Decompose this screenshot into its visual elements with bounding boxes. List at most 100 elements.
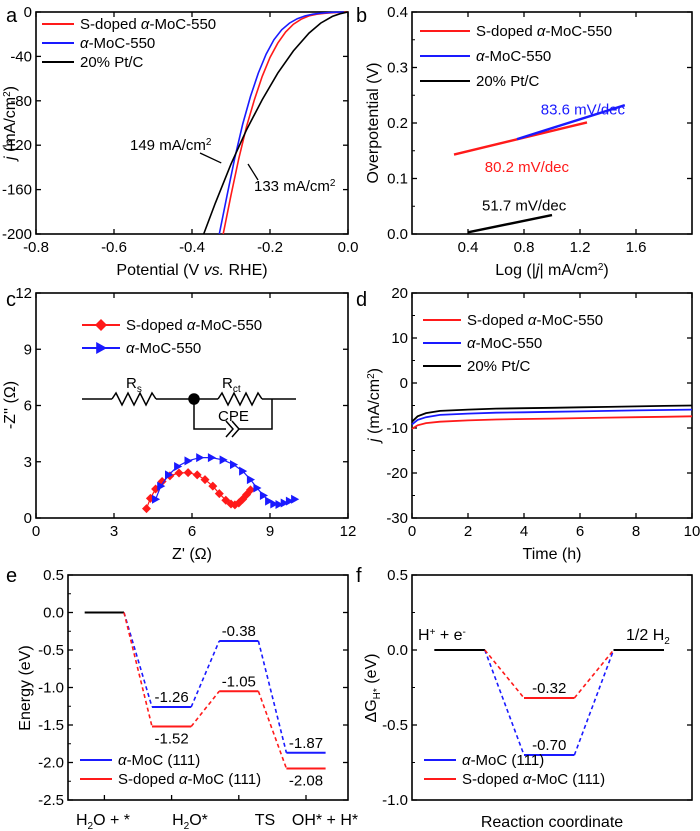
x-axis-label: Reaction coordinate bbox=[481, 814, 623, 831]
legend-label-part: α bbox=[467, 335, 476, 352]
category-label: TS bbox=[255, 812, 275, 829]
x-tick-label: 0.0 bbox=[338, 239, 359, 256]
y-tick-label: 20 bbox=[391, 285, 408, 302]
energy-connector bbox=[573, 649, 615, 756]
y-axis-label-part: j bbox=[2, 156, 19, 162]
y-tick-label: -30 bbox=[386, 510, 408, 527]
triangle-right-marker bbox=[259, 491, 268, 500]
x-axis-label-part: RHE) bbox=[224, 262, 268, 279]
y-tick-label: -80 bbox=[10, 93, 32, 110]
y-tick-label: -120 bbox=[2, 137, 32, 154]
category-label-part: TS bbox=[255, 812, 275, 829]
legend-label-part: 20% Pt/C bbox=[80, 54, 144, 71]
energy-value-label: -2.08 bbox=[289, 773, 323, 790]
legend-label-part: α bbox=[187, 317, 196, 334]
y-axis-label-part: (eV) bbox=[363, 654, 380, 689]
legend-label-part: S-doped bbox=[476, 23, 537, 40]
y-tick-label: -40 bbox=[10, 48, 32, 65]
legend-label-part: α bbox=[118, 752, 127, 769]
slope-annotation-part: 80.2 mV/dec bbox=[485, 159, 570, 176]
series-line bbox=[411, 408, 693, 426]
diamond-marker bbox=[192, 470, 202, 480]
legend-label-part: S-doped bbox=[118, 771, 179, 788]
annotation: 133 mA/cm2 bbox=[254, 178, 336, 195]
legend-label-part: α bbox=[80, 35, 89, 52]
energy-connector bbox=[190, 640, 220, 708]
x-tick-label: 2 bbox=[464, 523, 472, 540]
legend-label-part: -MoC (111) bbox=[531, 771, 605, 788]
legend-label-part: α bbox=[537, 23, 546, 40]
x-tick-label: -0.6 bbox=[101, 239, 127, 256]
x-axis-label-part: Potential (V bbox=[116, 262, 203, 279]
energy-connector bbox=[123, 612, 153, 727]
circuit-label: Rs bbox=[126, 375, 142, 395]
slope-annotation-part: 51.7 mV/dec bbox=[482, 198, 567, 215]
legend-label-part: α bbox=[462, 752, 471, 769]
chart-a: -200 -160 -120 -80 -40 0 -0.8 -0.6 -0.4 -0.2 0.0 S-… bbox=[2, 4, 358, 279]
series-line bbox=[411, 415, 693, 430]
triangle-right-marker bbox=[246, 475, 255, 485]
legend-label-part: -MoC-550 bbox=[195, 317, 262, 334]
y-tick-label: 0.0 bbox=[387, 642, 408, 659]
resistor-rct bbox=[217, 391, 263, 407]
y-axis-label: j (mA/cm2) bbox=[2, 86, 19, 162]
legend-label-part: α bbox=[141, 16, 150, 33]
y-axis-label-part: ) bbox=[2, 86, 19, 91]
x-tick-label: 10 bbox=[684, 523, 700, 540]
category-label-part: H bbox=[172, 812, 184, 829]
y-axis-label: Energy (eV) bbox=[17, 645, 34, 730]
y-tick-label: 0.4 bbox=[387, 4, 408, 21]
legend-label-part: -MoC-550 bbox=[89, 35, 156, 52]
chart-b: 0.00.10.20.30.40.4 0.8 1.2 1.6S-doped α-MoC… bbox=[365, 4, 693, 279]
legend-label-part: S-doped bbox=[80, 16, 141, 33]
y-tick-label: -160 bbox=[2, 182, 32, 199]
triangle-right-marker bbox=[253, 483, 262, 493]
x-axis-label-part: Time (h) bbox=[523, 546, 582, 563]
category-label-part: OH* + H* bbox=[292, 812, 358, 829]
panel-label: d bbox=[356, 289, 367, 311]
triangle-right-marker bbox=[275, 500, 284, 509]
y-tick-label: 0.3 bbox=[387, 60, 408, 77]
wire bbox=[239, 399, 273, 430]
legend-label: 20% Pt/C bbox=[467, 358, 531, 375]
x-axis-label: Z' (Ω) bbox=[172, 546, 212, 563]
legend-label: S-doped α-MoC-550 bbox=[476, 23, 612, 40]
x-axis-label: Log (|j| mA/cm2) bbox=[495, 262, 608, 279]
triangle-right-marker bbox=[196, 453, 205, 463]
y-axis-label-part: Energy (eV) bbox=[17, 645, 34, 730]
x-tick-label: 4 bbox=[520, 523, 528, 540]
y-axis-label-part: (mA/cm bbox=[366, 379, 383, 439]
y-tick-label: -0.5 bbox=[38, 642, 64, 659]
energy-connector bbox=[573, 649, 615, 699]
triangle-right-marker bbox=[96, 342, 107, 354]
circuit-label-part: s bbox=[137, 384, 142, 395]
annotation-part: 133 mA/cm bbox=[254, 178, 330, 195]
x-tick-label: 8 bbox=[632, 523, 640, 540]
series-line bbox=[411, 404, 693, 423]
legend-label-part: -MoC-550 bbox=[536, 312, 603, 329]
legend-label-part: S-doped bbox=[467, 312, 528, 329]
wire bbox=[193, 399, 226, 430]
y-tick-label: 3 bbox=[24, 454, 32, 471]
energy-connector bbox=[484, 649, 525, 699]
level-label: H+ + e- bbox=[418, 627, 466, 644]
panel-label: f bbox=[356, 565, 362, 587]
annotation-arrow bbox=[247, 163, 259, 181]
panel-label: e bbox=[6, 565, 17, 587]
slope-annotation: 80.2 mV/dec bbox=[485, 159, 570, 176]
circuit-label-part: R bbox=[126, 375, 137, 392]
y-tick-label: -1.0 bbox=[382, 792, 408, 809]
diamond-marker bbox=[95, 319, 107, 331]
y-tick-label: -2.0 bbox=[38, 755, 64, 772]
series-line bbox=[222, 11, 349, 235]
y-tick-label: 0 bbox=[24, 510, 32, 527]
circuit-label-part: ct bbox=[233, 384, 241, 395]
y-tick-label: 0 bbox=[400, 375, 408, 392]
legend-label-part: 20% Pt/C bbox=[476, 73, 540, 90]
energy-value-label: -1.87 bbox=[289, 735, 323, 752]
x-tick-label: 0 bbox=[408, 523, 416, 540]
triangle-right-marker bbox=[239, 466, 248, 476]
level-label-part: + e bbox=[435, 627, 462, 644]
